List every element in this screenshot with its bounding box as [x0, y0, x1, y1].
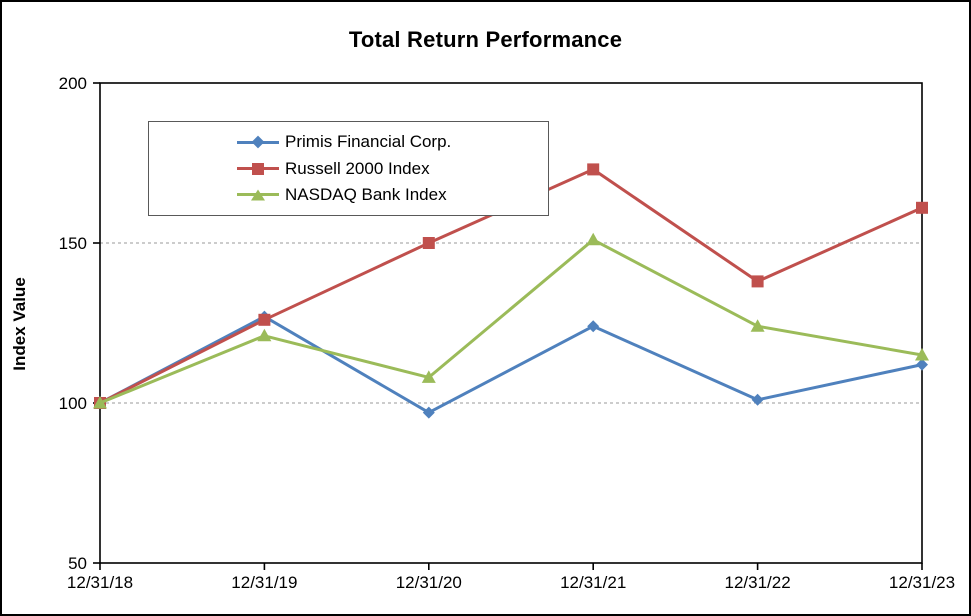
- chart-title: Total Return Performance: [348, 27, 623, 52]
- diamond-marker-icon: [751, 393, 764, 406]
- diamond-marker-icon: [251, 135, 265, 149]
- legend-item-primis: Primis Financial Corp.: [237, 132, 548, 152]
- legend: Primis Financial Corp. Russell 2000 Inde…: [148, 121, 549, 216]
- legend-swatch-nasdaq-bank: [237, 188, 279, 202]
- triangle-marker-icon: [93, 396, 107, 409]
- square-marker-icon: [252, 162, 264, 175]
- series-line-triangle: [99, 238, 923, 405]
- diamond-marker-icon: [587, 320, 600, 333]
- x-tick-label: 12/31/22: [725, 573, 791, 592]
- square-marker-icon: [916, 201, 928, 214]
- legend-label-nasdaq-bank: NASDAQ Bank Index: [285, 184, 447, 204]
- legend-item-nasdaq-bank: NASDAQ Bank Index: [237, 185, 548, 205]
- legend-swatch-primis: [237, 135, 279, 149]
- series-line-diamond: [99, 315, 923, 415]
- y-tick-label: 100: [59, 394, 87, 413]
- square-marker-icon: [258, 313, 271, 326]
- legend-swatch-russell: [237, 162, 279, 176]
- legend-label-russell: Russell 2000 Index: [285, 158, 430, 178]
- x-tick-label: 12/31/23: [889, 573, 955, 592]
- square-marker-icon: [751, 275, 764, 288]
- triangle-marker-icon: [257, 328, 272, 342]
- triangle-marker-icon: [915, 348, 929, 361]
- x-tick-label: 12/31/19: [231, 573, 297, 592]
- diamond-marker-icon: [422, 406, 435, 419]
- plot-border: [99, 82, 923, 564]
- triangle-marker-icon: [750, 319, 765, 332]
- legend-label-primis: Primis Financial Corp.: [285, 132, 452, 152]
- square-marker-icon: [422, 237, 435, 249]
- diamond-marker-icon: [916, 358, 928, 371]
- square-marker-icon: [587, 163, 600, 176]
- y-tick-label: 50: [68, 554, 87, 573]
- y-tick-label: 150: [59, 234, 87, 253]
- triangle-marker-icon: [251, 189, 265, 201]
- y-tick-label: 200: [59, 74, 87, 93]
- legend-item-russell: Russell 2000 Index: [237, 159, 548, 179]
- x-tick-label: 12/31/18: [67, 573, 133, 592]
- x-tick-label: 12/31/20: [396, 573, 462, 592]
- triangle-marker-icon: [421, 370, 436, 383]
- triangle-marker-icon: [586, 232, 601, 246]
- x-tick-label: 12/31/21: [560, 573, 626, 592]
